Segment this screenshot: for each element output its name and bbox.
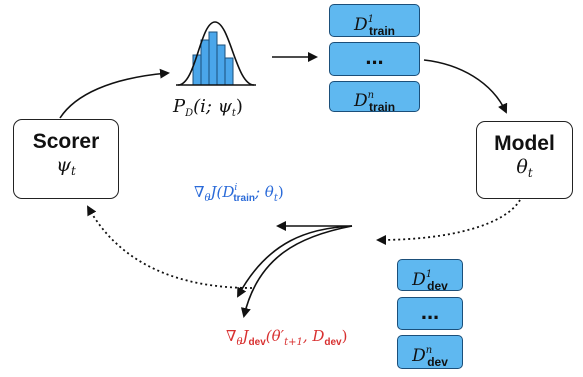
model-box: Model θt	[476, 121, 573, 199]
histogram-icon	[176, 21, 256, 86]
update-direction-vector	[240, 225, 353, 318]
dev-gradient-vector	[237, 225, 353, 298]
model-title: Model	[494, 132, 555, 155]
dev-set-ellipsis: ...	[397, 297, 463, 330]
train-set-ellipsis: ...	[329, 42, 420, 76]
scorer-symbol: ψt	[56, 154, 76, 178]
scorer-box: Scorer ψt	[13, 119, 119, 199]
model-to-gradient-dotted-arrow	[376, 199, 521, 245]
train-set-last: Dntrain	[329, 81, 420, 114]
gradient-to-scorer-dotted-arrow	[87, 205, 253, 289]
dev-set-first: D1dev	[397, 259, 463, 293]
model-symbol: θt	[516, 156, 533, 180]
dev-gradient-label: ∇θJdev(θ′t+1, Ddev)	[226, 327, 348, 348]
scorer-to-distribution-arrow	[59, 68, 170, 119]
train-gradient-label: ∇θJ(Ditrain; θt)	[194, 183, 284, 204]
gradient-vectors	[237, 221, 353, 318]
scorer-title: Scorer	[32, 130, 100, 153]
distribution-label: PD(i; ψt)	[173, 96, 243, 119]
train-set-first: D1train	[329, 4, 420, 38]
dev-set-last: Dndev	[397, 335, 463, 369]
train-to-model-arrow	[423, 59, 508, 114]
